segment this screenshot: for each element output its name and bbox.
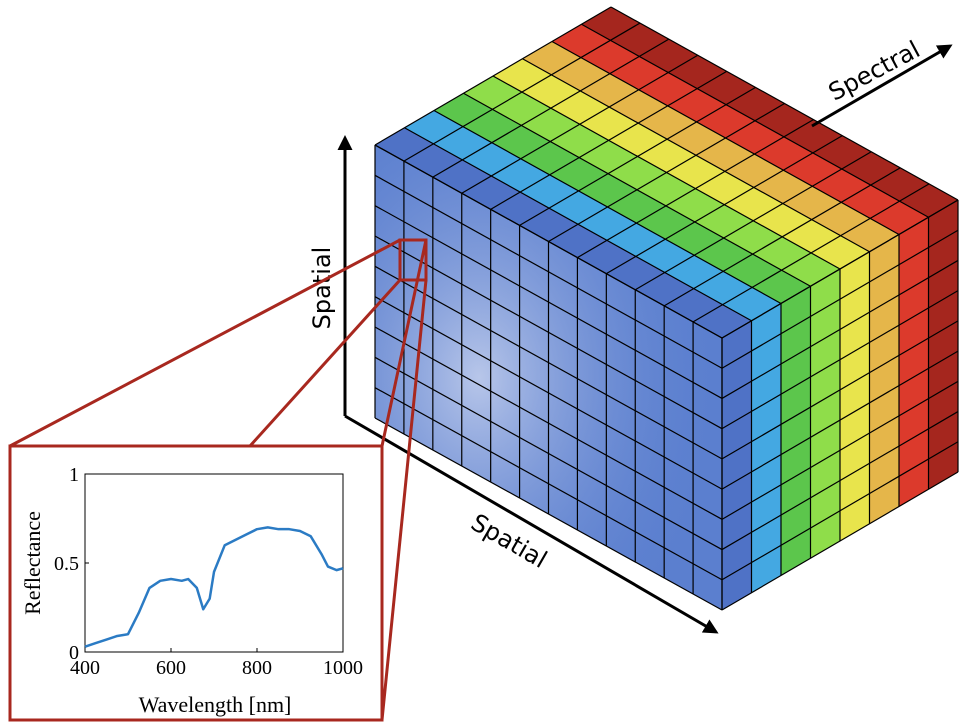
inset-chart: Wavelength [nm] Reflectance 400 600 800 100…: [20, 464, 363, 717]
axis-arrow: [811, 44, 953, 128]
x-tick-label: 400: [70, 657, 100, 679]
zoom-region: [398, 238, 428, 282]
hypercube: [374, 6, 959, 611]
axis-arrow: [344, 414, 719, 634]
y-axis-label: Reflectance: [20, 511, 45, 615]
spectrum-line: [84, 526, 344, 648]
x-tick-label: 1000: [323, 657, 363, 679]
grid-edge: [581, 23, 929, 218]
y-tick-label: 0.5: [54, 553, 79, 575]
grid-edge: [374, 387, 723, 581]
grid-edge: [374, 326, 723, 520]
grid-edge: [374, 205, 723, 399]
zoom-line: [380, 279, 428, 721]
side-band: [751, 303, 781, 593]
x-tick-label: 800: [242, 657, 272, 679]
grid-edge: [610, 6, 959, 201]
grid-edge: [433, 109, 782, 305]
axis-label: Spatial: [308, 247, 336, 330]
grid-edge: [374, 296, 723, 490]
side-band: [928, 200, 958, 490]
y-tick-label: 1: [69, 464, 79, 486]
side-band: [869, 234, 899, 524]
y-tick-label: 0: [69, 642, 79, 664]
side-band: [840, 251, 870, 541]
side-band: [781, 286, 811, 576]
grid-edge: [374, 265, 723, 460]
side-band: [810, 269, 840, 559]
grid-edge: [463, 92, 811, 287]
grid-edge: [374, 174, 723, 369]
grid-edge: [374, 235, 723, 430]
grid-edge: [374, 356, 723, 551]
grid-edge: [522, 58, 870, 253]
grid-edge: [492, 75, 841, 270]
zoom-line: [380, 239, 428, 447]
x-axis-label: Wavelength [nm]: [139, 692, 292, 717]
zoom-line: [9, 238, 401, 448]
side-band: [899, 217, 929, 507]
x-tick-label: 600: [156, 657, 186, 679]
grid-edge: [551, 40, 900, 236]
grid-edge: [404, 127, 752, 322]
plot-area: [84, 473, 344, 653]
grid-edge: [374, 417, 723, 611]
axis-label: Spatial: [466, 508, 552, 574]
zoom-line: [248, 278, 402, 448]
grid-edge: [374, 144, 723, 339]
side-band: [722, 320, 752, 610]
